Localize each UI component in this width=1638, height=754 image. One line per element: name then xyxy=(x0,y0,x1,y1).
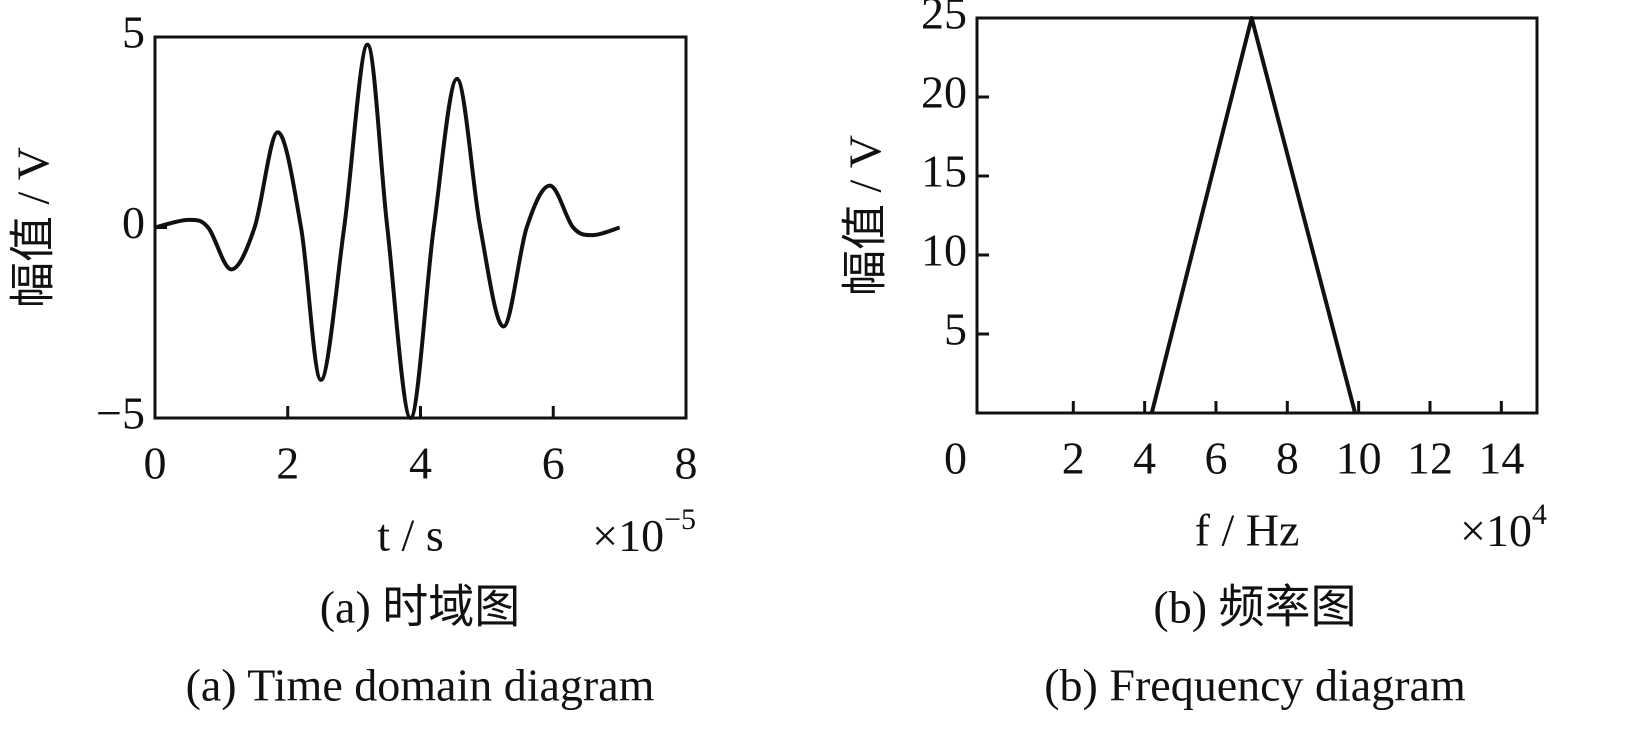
x-tick-label: 8 xyxy=(1276,433,1299,484)
y-tick-label: 0 xyxy=(944,433,967,484)
x-tick-label: 4 xyxy=(409,438,432,489)
multiplier-exponent: −5 xyxy=(664,503,696,536)
multiplier-exponent: 4 xyxy=(1532,498,1547,531)
multiplier-base: ×10 xyxy=(1460,505,1532,556)
x-tick-label: 0 xyxy=(144,438,167,489)
multiplier-base: ×10 xyxy=(592,510,664,561)
y-tick-label: 5 xyxy=(122,7,145,58)
x-tick-label: 2 xyxy=(276,438,299,489)
caption-en: (b) Frequency diagram xyxy=(1044,660,1466,711)
x-tick-label: 2 xyxy=(1062,433,1085,484)
y-tick-label: 10 xyxy=(921,225,967,276)
y-tick-label: 20 xyxy=(921,67,967,118)
x-tick-label: 4 xyxy=(1133,433,1156,484)
x-tick-label: 10 xyxy=(1336,433,1382,484)
y-tick-label: −5 xyxy=(96,388,145,439)
y-tick-label: 0 xyxy=(122,197,145,248)
plot-frame xyxy=(975,16,1539,415)
x-tick-label: 8 xyxy=(675,438,698,489)
caption-en: (a) Time domain diagram xyxy=(186,660,655,711)
caption-cn: (b) 频率图 xyxy=(1153,582,1356,633)
caption-cn: (a) 时域图 xyxy=(320,582,521,633)
y-axis-label: 幅值 / V xyxy=(840,135,891,296)
y-tick-label: 15 xyxy=(921,146,967,197)
x-multiplier: ×10−5 xyxy=(592,503,696,561)
x-tick-label: 6 xyxy=(542,438,565,489)
y-tick-label: 25 xyxy=(921,0,967,39)
x-axis-label: f / Hz xyxy=(1195,505,1300,556)
y-axis-label: 幅值 / V xyxy=(8,147,59,308)
data-line xyxy=(1149,16,1358,414)
x-tick-label: 14 xyxy=(1478,433,1524,484)
x-tick-label: 6 xyxy=(1204,433,1227,484)
data-line xyxy=(154,42,621,420)
x-tick-label: 12 xyxy=(1407,433,1453,484)
y-tick-label: 5 xyxy=(944,304,967,355)
x-axis-label: t / s xyxy=(377,510,443,561)
x-multiplier: ×104 xyxy=(1460,498,1547,556)
